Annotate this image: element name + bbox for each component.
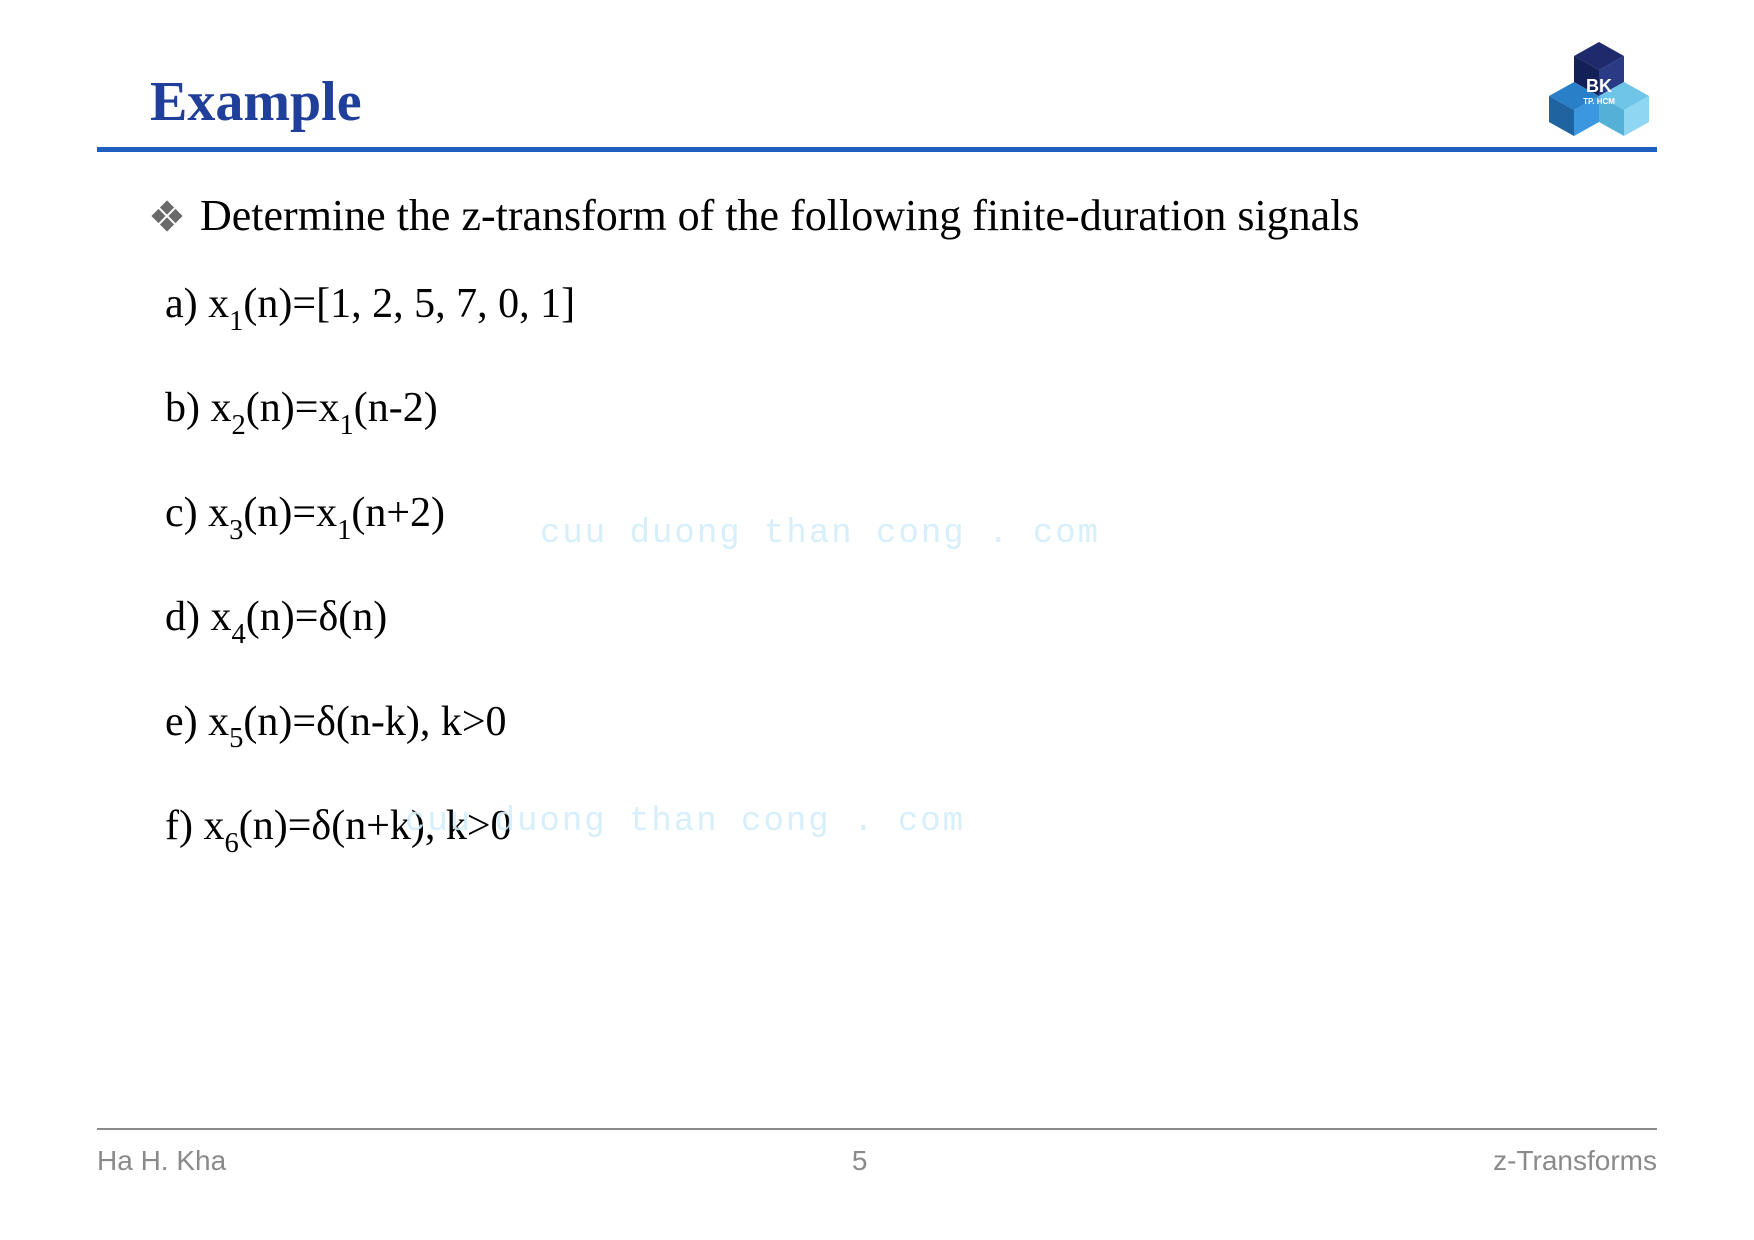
watermark-text: cuu duong than cong . com bbox=[405, 803, 965, 841]
item-label: e) bbox=[165, 699, 198, 745]
bullet-line: Determine the z-transform of the followi… bbox=[150, 190, 1360, 241]
list-item: d) x4(n)=δ(n) bbox=[165, 593, 575, 647]
diamond-bullet-icon bbox=[150, 199, 184, 233]
slide: Example BK TP. HCM Determine the z-trans… bbox=[0, 0, 1754, 1240]
item-eq: x3(n)=x1(n+2) bbox=[208, 490, 445, 536]
list-item: b) x2(n)=x1(n-2) bbox=[165, 384, 575, 438]
item-label: a) bbox=[165, 281, 198, 327]
item-eq: x2(n)=x1(n-2) bbox=[211, 385, 438, 431]
slide-title: Example bbox=[150, 70, 362, 134]
watermark-text: cuu duong than cong . com bbox=[540, 515, 1100, 553]
logo-text-top: BK bbox=[1586, 76, 1612, 96]
list-item: c) x3(n)=x1(n+2) bbox=[165, 489, 575, 543]
footer-page-number: 5 bbox=[852, 1145, 868, 1177]
list-item: e) x5(n)=δ(n-k), k>0 bbox=[165, 698, 575, 752]
item-label: f) bbox=[165, 803, 193, 849]
bullet-text: Determine the z-transform of the followi… bbox=[200, 190, 1360, 241]
top-divider bbox=[97, 147, 1657, 152]
footer-topic: z-Transforms bbox=[1493, 1145, 1657, 1177]
list-item: a) x1(n)=[1, 2, 5, 7, 0, 1] bbox=[165, 280, 575, 334]
item-eq: x1(n)=[1, 2, 5, 7, 0, 1] bbox=[208, 281, 575, 327]
item-eq: x4(n)=δ(n) bbox=[211, 594, 388, 640]
item-label: d) bbox=[165, 594, 200, 640]
logo-text-bottom: TP. HCM bbox=[1583, 97, 1615, 106]
item-eq: x5(n)=δ(n-k), k>0 bbox=[208, 699, 506, 745]
item-label: c) bbox=[165, 490, 198, 536]
university-logo: BK TP. HCM bbox=[1544, 42, 1654, 142]
bottom-divider bbox=[97, 1128, 1657, 1130]
footer-author: Ha H. Kha bbox=[97, 1145, 226, 1177]
item-label: b) bbox=[165, 385, 200, 431]
slide-footer: Ha H. Kha 5 z-Transforms bbox=[97, 1145, 1657, 1177]
